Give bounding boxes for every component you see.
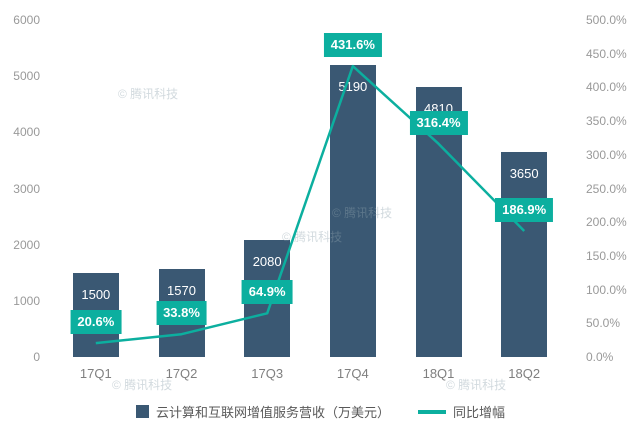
growth-point-label: 20.6%	[70, 310, 122, 335]
revenue-bar	[501, 151, 548, 357]
right-axis-tick: 450.0%	[586, 46, 627, 61]
right-axis-tick: 50.0%	[586, 316, 621, 331]
legend: 云计算和互联网增值服务营收（万美元） 同比增幅	[0, 402, 641, 421]
legend-label-growth: 同比增幅	[453, 405, 506, 420]
left-axis-tick: 6000	[13, 13, 40, 27]
legend-item-revenue: 云计算和互联网增值服务营收（万美元）	[135, 402, 390, 421]
growth-point-label: 316.4%	[409, 110, 468, 135]
right-axis-tick: 100.0%	[586, 282, 627, 297]
watermark: © 腾讯科技	[118, 87, 179, 101]
growth-point-label: 186.9%	[495, 198, 554, 223]
bar-value-label: 2080	[252, 254, 282, 270]
category-label: 17Q3	[251, 366, 284, 381]
right-axis-tick: 0.0%	[586, 350, 614, 364]
left-axis-tick: 5000	[13, 69, 40, 84]
line-swatch-icon	[418, 409, 446, 414]
watermark: © 腾讯科技	[112, 378, 173, 392]
right-axis-tick: 300.0%	[586, 147, 627, 162]
legend-label-revenue: 云计算和互联网增值服务营收（万美元）	[155, 405, 390, 420]
right-axis-tick: 200.0%	[586, 215, 627, 230]
growth-point-label: 64.9%	[241, 280, 293, 305]
category-label: 18Q1	[422, 366, 455, 381]
bar-value-label: 5190	[338, 79, 368, 95]
right-axis-tick: 400.0%	[586, 80, 627, 95]
category-label: 17Q1	[79, 366, 112, 381]
right-axis-tick: 150.0%	[586, 248, 627, 263]
growth-line-series	[95, 64, 526, 345]
category-label: 17Q2	[165, 366, 198, 381]
watermark: © 腾讯科技	[446, 378, 507, 392]
growth-point-label: 33.8%	[156, 301, 207, 326]
legend-item-growth: 同比增幅	[418, 402, 505, 421]
watermark: © 腾讯科技	[282, 230, 343, 244]
growth-point-label: 431.6%	[323, 33, 382, 58]
bar-value-label: 1570	[167, 282, 196, 298]
right-axis-tick: 350.0%	[586, 114, 627, 129]
category-label: 17Q4	[336, 366, 369, 381]
right-axis-tick: 250.0%	[586, 181, 627, 196]
left-axis-tick: 4000	[13, 125, 40, 140]
category-label: 18Q2	[508, 366, 541, 381]
left-axis-tick: 0	[33, 350, 40, 364]
bar-swatch-icon	[135, 405, 149, 418]
watermark: © 腾讯科技	[332, 206, 393, 220]
right-axis-tick: 500.0%	[586, 13, 627, 27]
left-axis-tick: 1000	[13, 293, 40, 308]
bar-value-label: 3650	[509, 165, 539, 181]
left-axis-tick: 2000	[13, 237, 40, 252]
left-axis-tick: 3000	[13, 181, 40, 196]
bar-value-label: 1500	[81, 286, 111, 302]
